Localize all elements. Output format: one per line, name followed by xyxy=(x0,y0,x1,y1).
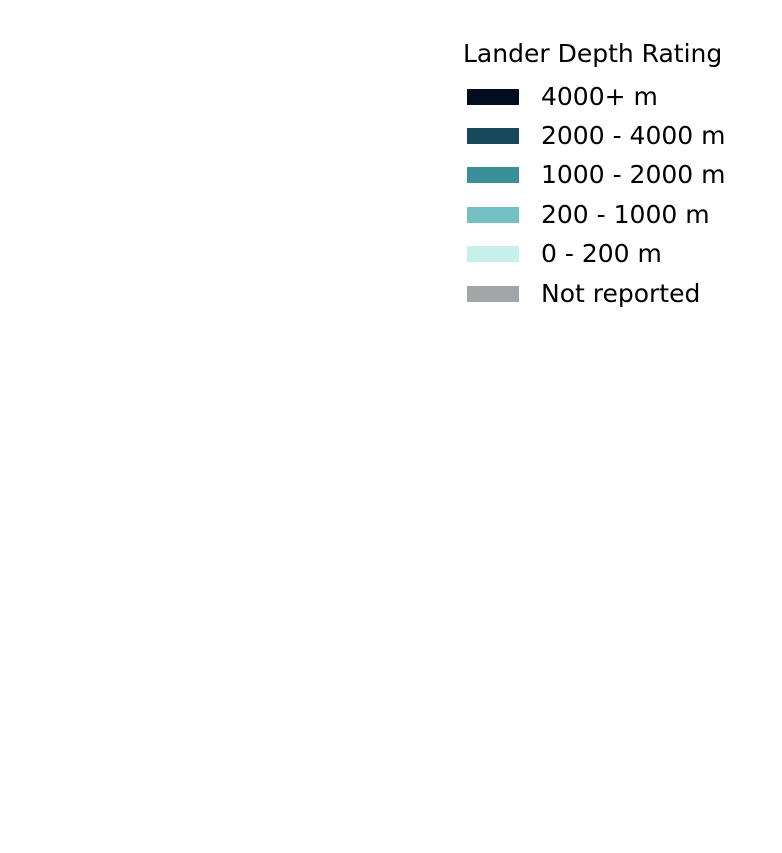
legend-swatch xyxy=(467,167,519,184)
legend-swatch xyxy=(467,206,519,223)
legend-label: 200 - 1000 m xyxy=(541,199,710,229)
legend-item-1000-2000: 1000 - 2000 m xyxy=(463,156,763,195)
legend-items: 4000+ m 2000 - 4000 m 1000 - 2000 m 200 … xyxy=(463,77,763,313)
legend-label: 1000 - 2000 m xyxy=(541,160,726,190)
legend-swatch xyxy=(467,285,519,302)
legend-item-200-1000: 200 - 1000 m xyxy=(463,195,763,234)
legend-item-4000-plus: 4000+ m xyxy=(463,77,763,116)
map-legend: Lander Depth Rating 4000+ m 2000 - 4000 … xyxy=(463,38,763,313)
legend-swatch xyxy=(467,128,519,145)
legend-label: 2000 - 4000 m xyxy=(541,121,726,151)
legend-label: Not reported xyxy=(541,278,701,308)
legend-item-0-200: 0 - 200 m xyxy=(463,235,763,274)
legend-label: 0 - 200 m xyxy=(541,239,662,269)
legend-item-not-reported: Not reported xyxy=(463,274,763,313)
legend-swatch xyxy=(467,88,519,105)
legend-label: 4000+ m xyxy=(541,81,658,111)
legend-item-2000-4000: 2000 - 4000 m xyxy=(463,116,763,155)
legend-swatch xyxy=(467,246,519,263)
legend-title: Lander Depth Rating xyxy=(463,39,723,68)
